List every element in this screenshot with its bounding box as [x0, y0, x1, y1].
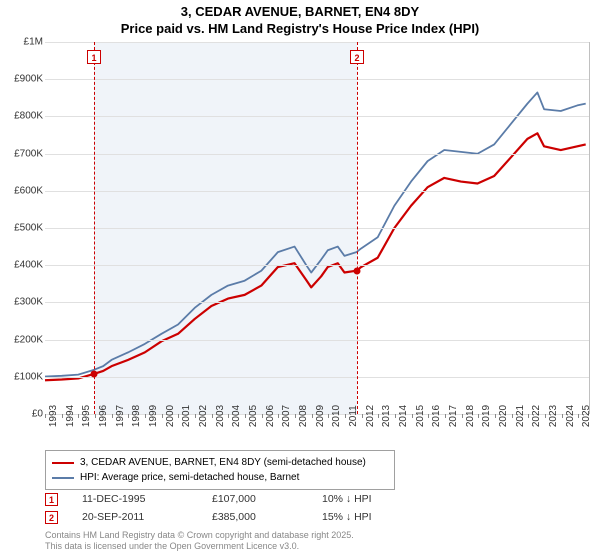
title-line-2: Price paid vs. HM Land Registry's House … [0, 21, 600, 38]
x-tick-label: 2000 [165, 405, 176, 427]
y-tick-label: £300K [14, 297, 43, 308]
chart-container: 3, CEDAR AVENUE, BARNET, EN4 8DY Price p… [0, 0, 600, 560]
y-tick-label: £500K [14, 223, 43, 234]
marker-row: 2 20-SEP-2011 £385,000 15% ↓ HPI [45, 508, 422, 526]
x-tick-label: 2024 [565, 405, 576, 427]
x-tick-label: 2018 [465, 405, 476, 427]
x-tick-label: 1999 [148, 405, 159, 427]
chart-marker-badge: 2 [350, 50, 364, 64]
attribution: Contains HM Land Registry data © Crown c… [45, 530, 585, 553]
x-tick-label: 2001 [181, 405, 192, 427]
x-tick-label: 2019 [481, 405, 492, 427]
x-tick-label: 2010 [331, 405, 342, 427]
y-tick-label: £800K [14, 111, 43, 122]
marker-row: 1 11-DEC-1995 £107,000 10% ↓ HPI [45, 490, 422, 508]
y-tick-label: £100K [14, 371, 43, 382]
x-tick-label: 2016 [431, 405, 442, 427]
y-tick-label: £1M [24, 37, 43, 48]
x-tick-label: 1993 [48, 405, 59, 427]
legend-swatch [52, 477, 74, 479]
x-tick-label: 2025 [581, 405, 592, 427]
x-tick-label: 2015 [415, 405, 426, 427]
x-tick-label: 2021 [515, 405, 526, 427]
marker-date: 11-DEC-1995 [82, 493, 212, 505]
legend-entry-hpi: HPI: Average price, semi-detached house,… [52, 470, 388, 485]
x-tick-label: 2013 [381, 405, 392, 427]
y-tick-label: £400K [14, 260, 43, 271]
plot-area: 12 [45, 42, 590, 414]
title-line-1: 3, CEDAR AVENUE, BARNET, EN4 8DY [0, 4, 600, 21]
y-tick-label: £600K [14, 185, 43, 196]
x-tick-label: 2023 [548, 405, 559, 427]
y-tick-label: £900K [14, 74, 43, 85]
legend-entry-price-paid: 3, CEDAR AVENUE, BARNET, EN4 8DY (semi-d… [52, 455, 388, 470]
attribution-line-1: Contains HM Land Registry data © Crown c… [45, 530, 585, 541]
x-tick-label: 2008 [298, 405, 309, 427]
legend: 3, CEDAR AVENUE, BARNET, EN4 8DY (semi-d… [45, 450, 395, 490]
y-tick-label: £700K [14, 148, 43, 159]
x-tick-label: 2011 [348, 405, 359, 427]
legend-label: HPI: Average price, semi-detached house,… [80, 470, 299, 485]
x-tick-label: 1996 [98, 405, 109, 427]
marker-price: £385,000 [212, 511, 322, 523]
x-tick-label: 2022 [531, 405, 542, 427]
chart-marker-badge: 1 [87, 50, 101, 64]
x-tick-label: 2002 [198, 405, 209, 427]
x-tick-label: 2003 [215, 405, 226, 427]
marker-badge-1: 1 [45, 493, 58, 506]
x-tick-label: 1994 [65, 405, 76, 427]
x-tick-label: 1995 [81, 405, 92, 427]
marker-badge-2: 2 [45, 511, 58, 524]
marker-delta: 15% ↓ HPI [322, 511, 422, 523]
legend-swatch [52, 462, 74, 464]
attribution-line-2: This data is licensed under the Open Gov… [45, 541, 585, 552]
x-tick-label: 1998 [131, 405, 142, 427]
chart-title: 3, CEDAR AVENUE, BARNET, EN4 8DY Price p… [0, 0, 600, 38]
x-tick-label: 2009 [315, 405, 326, 427]
x-axis: 1993199419951996199719981999200020012002… [45, 414, 590, 446]
markers-table: 1 11-DEC-1995 £107,000 10% ↓ HPI 2 20-SE… [45, 490, 422, 526]
marker-date: 20-SEP-2011 [82, 511, 212, 523]
marker-delta: 10% ↓ HPI [322, 493, 422, 505]
x-tick-label: 2020 [498, 405, 509, 427]
y-tick-label: £0 [32, 409, 43, 420]
x-tick-label: 2005 [248, 405, 259, 427]
y-tick-label: £200K [14, 334, 43, 345]
x-tick-label: 2007 [281, 405, 292, 427]
x-tick-label: 2017 [448, 405, 459, 427]
marker-price: £107,000 [212, 493, 322, 505]
y-axis: £0£100K£200K£300K£400K£500K£600K£700K£80… [0, 42, 45, 414]
x-tick-label: 2004 [231, 405, 242, 427]
x-tick-label: 2012 [365, 405, 376, 427]
x-tick-label: 2006 [265, 405, 276, 427]
x-tick-label: 1997 [115, 405, 126, 427]
x-tick-label: 2014 [398, 405, 409, 427]
legend-label: 3, CEDAR AVENUE, BARNET, EN4 8DY (semi-d… [80, 455, 366, 470]
